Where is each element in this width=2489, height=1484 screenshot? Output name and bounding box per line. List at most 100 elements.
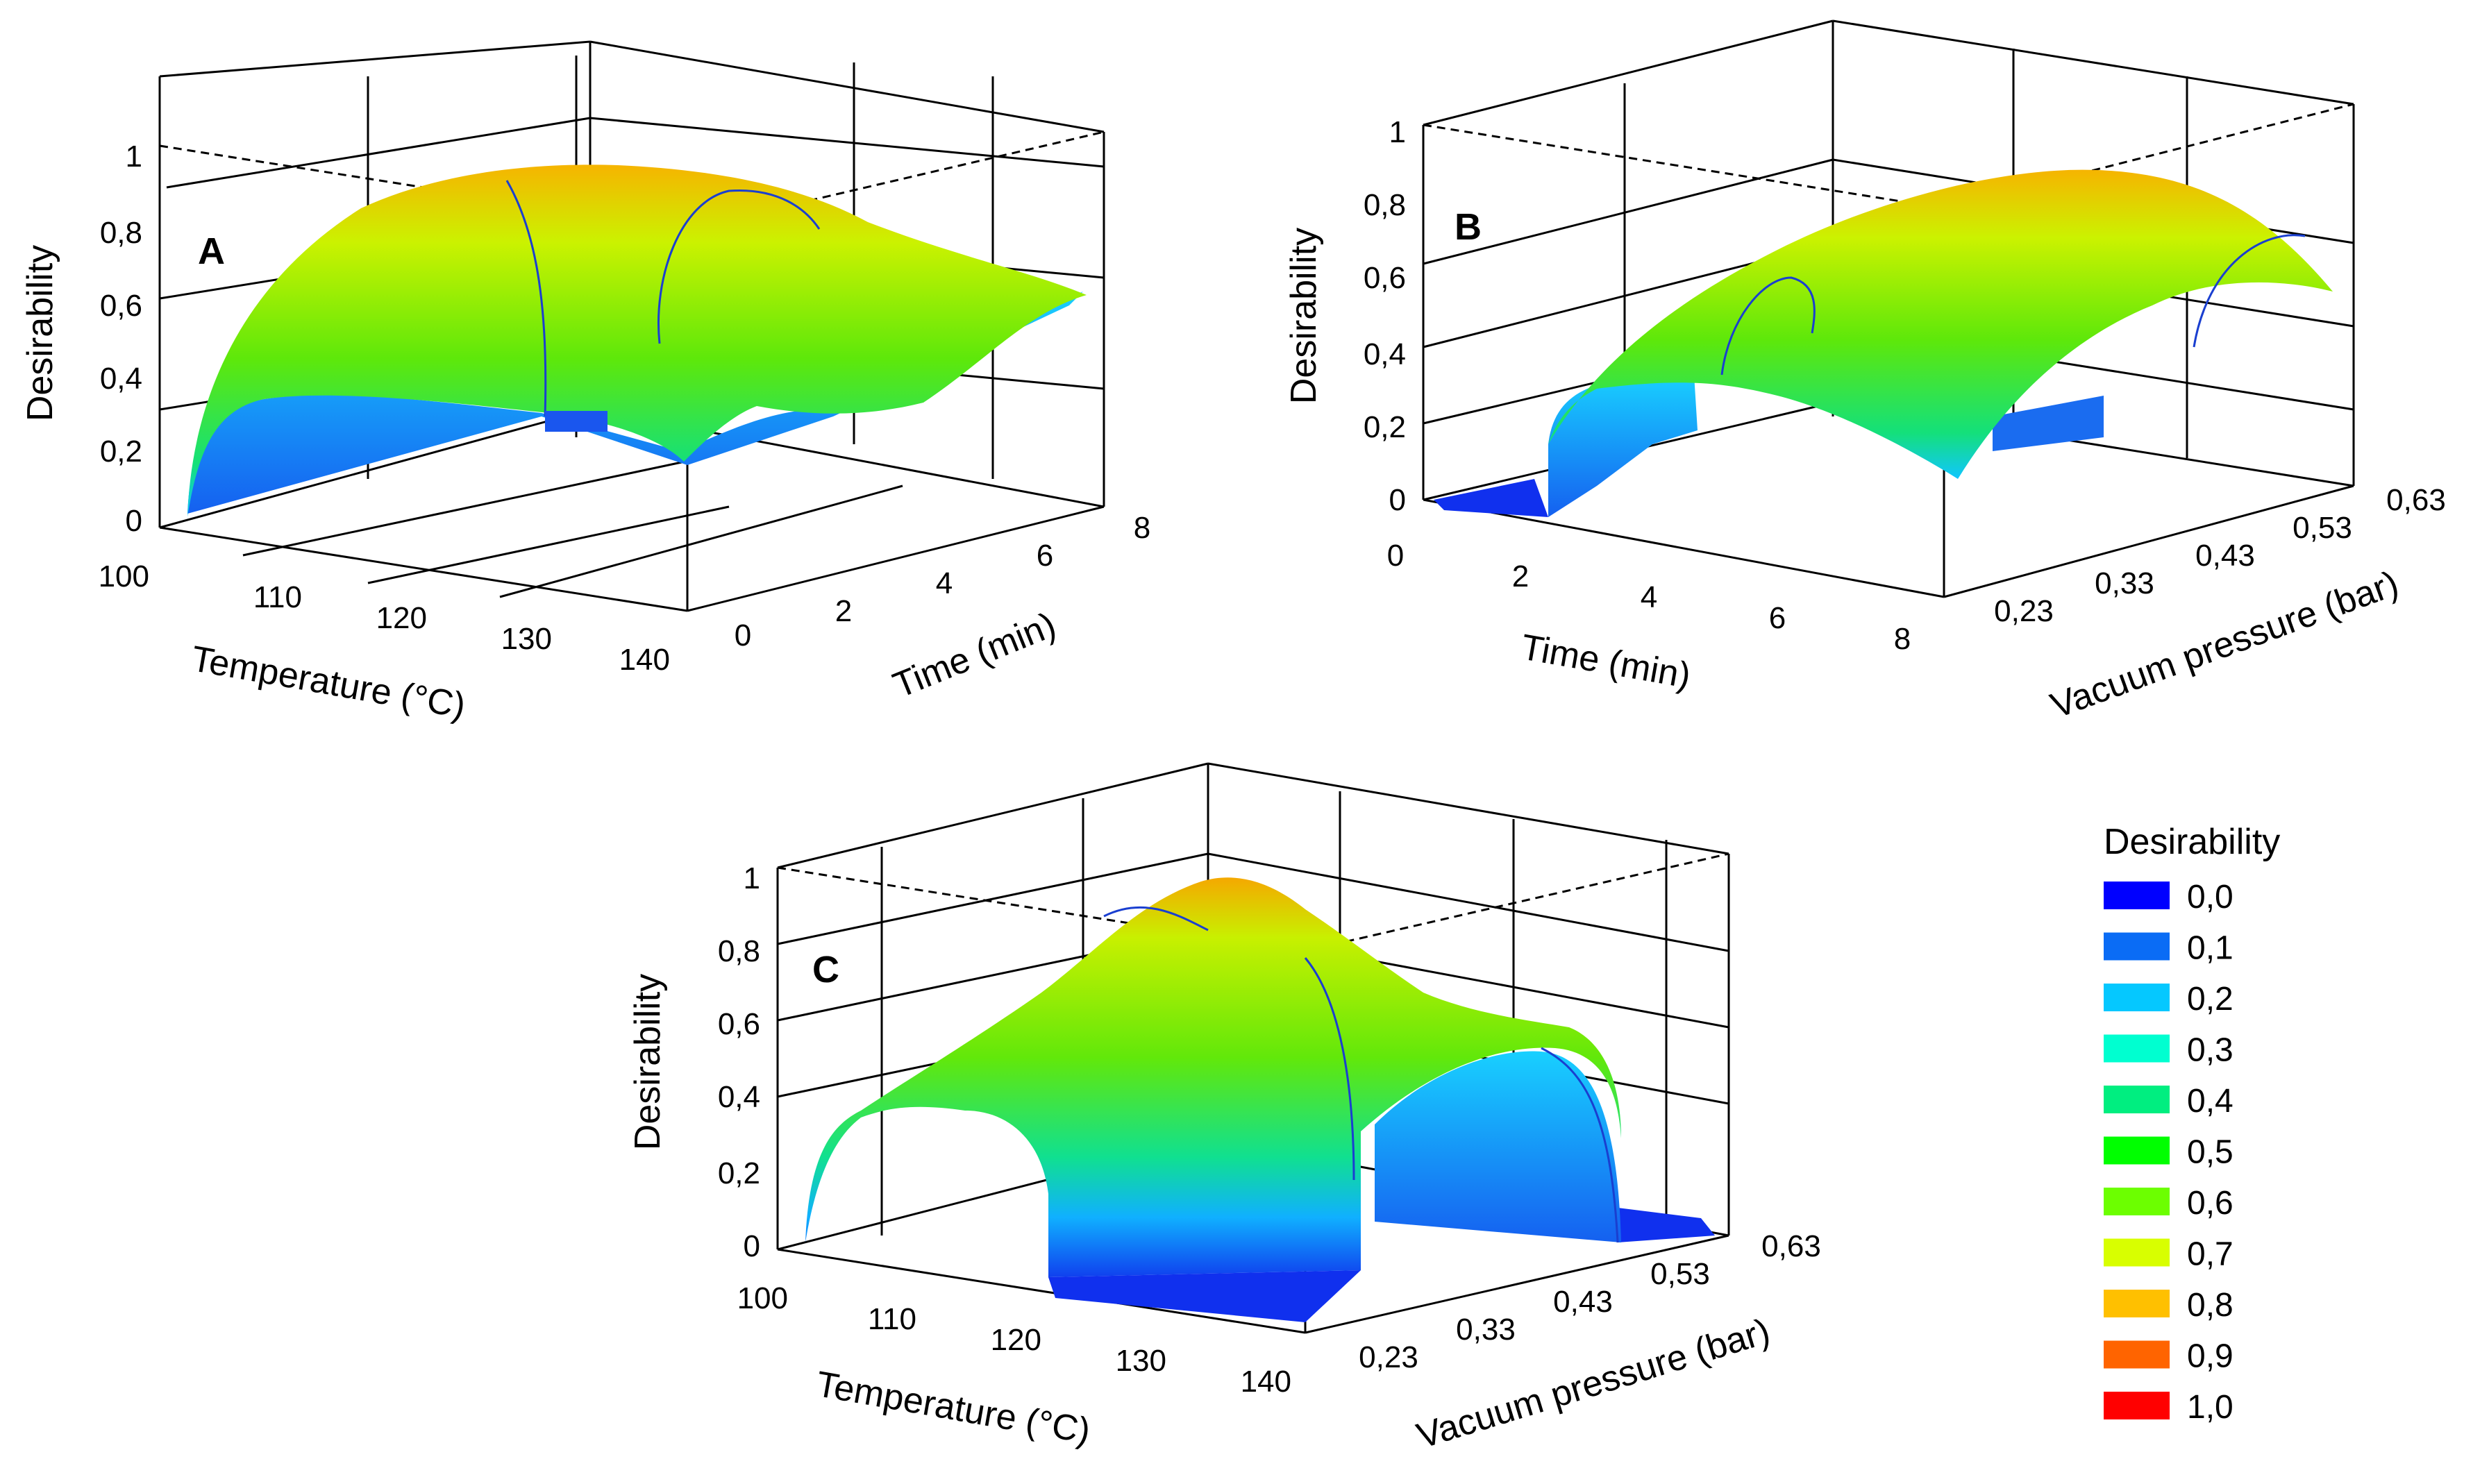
panel-a-y-tick: 2 — [835, 594, 852, 628]
panel-c-x-tick: 130 — [1116, 1344, 1166, 1378]
panel-c-z-tick: 0 — [744, 1229, 760, 1263]
panel-c-z-tick: 1 — [744, 861, 760, 895]
legend-title: Desirability — [2104, 822, 2280, 862]
panel-c-letter: C — [812, 949, 839, 990]
panel-b-z-tick: 0 — [1389, 483, 1406, 517]
panel-b-z-tick: 0,8 — [1364, 188, 1406, 222]
panel-a-floor-patch — [545, 411, 607, 432]
legend-swatch — [2104, 882, 2170, 909]
panel-c-y-tick: 0,63 — [1761, 1229, 1821, 1263]
panel-a-z-ticks: 0 0,2 0,4 0,6 0,8 1 — [100, 140, 142, 538]
panel-a-x-label: Temperature (°C) — [188, 639, 468, 726]
panel-a-x-ticks: 100 110 120 130 140 — [99, 559, 670, 677]
panel-c-x-label: Temperature (°C) — [813, 1364, 1093, 1451]
panel-a-y-tick: 6 — [1037, 539, 1053, 573]
panel-b: B 0 0,2 0,4 0,6 0,8 1 Desirability 0 2 4… — [1284, 19, 2446, 727]
panel-b-y-ticks: 0,23 0,33 0,43 0,53 0,63 — [1994, 483, 2446, 628]
panel-b-x-tick: 4 — [1641, 580, 1657, 614]
panel-a-y-ticks: 0 2 4 6 8 — [735, 511, 1150, 652]
panel-a-contour — [505, 180, 821, 417]
panel-b-right-curtain — [1993, 396, 2104, 451]
panel-c-x-tick: 140 — [1241, 1365, 1291, 1399]
legend-label: 0,3 — [2187, 1032, 2234, 1069]
panel-b-z-ticks: 0 0,2 0,4 0,6 0,8 1 — [1364, 115, 1406, 517]
panel-a-x-tick: 140 — [619, 643, 670, 677]
legend-label: 0,2 — [2187, 981, 2234, 1018]
panel-c-x-ticks: 100 110 120 130 140 — [737, 1281, 1291, 1399]
panel-c-z-ticks: 0 0,2 0,4 0,6 0,8 1 — [718, 861, 760, 1263]
panel-a: A 0 0,2 0,4 0,6 0,8 1 Desirability 100 1… — [20, 40, 1150, 726]
panel-c-z-tick: 0,6 — [718, 1007, 760, 1041]
panel-b-x-label: Time (min) — [1518, 627, 1694, 696]
panel-c-y-tick: 0,23 — [1359, 1340, 1418, 1374]
legend-swatch — [2104, 1392, 2170, 1419]
panel-b-z-tick: 0,6 — [1364, 261, 1406, 295]
legend-swatch — [2104, 932, 2170, 961]
panel-a-y-label: Time (min) — [887, 605, 1061, 706]
panel-a-z-tick: 0,4 — [100, 362, 142, 396]
legend-swatch — [2104, 1188, 2170, 1215]
panel-c-z-tick: 0,4 — [718, 1080, 760, 1114]
panel-c-floor-right — [1618, 1208, 1715, 1242]
legend-label: 0,1 — [2187, 930, 2234, 967]
panel-b-z-label: Desirability — [1284, 228, 1324, 404]
legend-swatch — [2104, 984, 2170, 1011]
panel-a-x-tick: 100 — [99, 559, 149, 593]
panel-a-x-tick: 130 — [501, 622, 552, 656]
panel-b-y-tick: 0,63 — [2386, 483, 2446, 517]
panel-c-y-tick: 0,53 — [1650, 1257, 1710, 1291]
panel-c: C 0 0,2 0,4 0,6 0,8 1 Desirability 100 1… — [628, 762, 1821, 1457]
panel-b-x-tick: 2 — [1512, 559, 1529, 593]
panel-a-z-tick: 0,2 — [100, 435, 142, 469]
legend-label: 0,8 — [2187, 1287, 2234, 1324]
panel-b-floor-patch — [1434, 479, 1548, 517]
panel-a-y-tick: 4 — [936, 566, 953, 600]
panel-a-y-tick: 0 — [735, 618, 751, 652]
panel-c-contour — [1103, 906, 1619, 1243]
panel-b-contour — [1720, 234, 2306, 376]
panel-a-y-tick: 8 — [1134, 511, 1150, 545]
panel-a-x-tick: 110 — [253, 580, 302, 614]
color-legend: Desirability 0,0 0,1 0,2 0,3 0,4 0,5 0,6 0,7 0,8… — [2104, 822, 2280, 1426]
panel-a-letter: A — [198, 230, 225, 272]
panel-c-y-ticks: 0,23 0,33 0,43 0,53 0,63 — [1359, 1229, 1821, 1374]
panel-b-surface — [1548, 169, 2333, 479]
legend-entries: 0,0 0,1 0,2 0,3 0,4 0,5 0,6 0,7 0,8 0,9 1,0 — [2104, 879, 2234, 1426]
legend-label: 0,5 — [2187, 1134, 2234, 1171]
panel-a-z-label: Desirability — [20, 245, 60, 421]
legend-label: 0,4 — [2187, 1083, 2234, 1120]
panel-b-x-tick: 8 — [1894, 622, 1911, 656]
legend-label: 0,9 — [2187, 1338, 2234, 1375]
panel-b-z-tick: 0,4 — [1364, 337, 1406, 371]
panel-b-step — [1548, 375, 1698, 517]
legend-label: 1,0 — [2187, 1389, 2234, 1426]
panel-b-y-tick: 0,33 — [2095, 566, 2154, 600]
panel-b-z-tick: 0,2 — [1364, 410, 1406, 444]
panel-b-x-tick: 6 — [1769, 601, 1786, 635]
panel-c-y-tick: 0,43 — [1553, 1285, 1613, 1319]
panel-a-x-tick: 120 — [376, 601, 427, 635]
legend-swatch — [2104, 1086, 2170, 1113]
panel-b-y-tick: 0,43 — [2195, 539, 2255, 573]
panel-a-z-tick: 0 — [126, 504, 142, 538]
panel-c-x-tick: 120 — [991, 1323, 1041, 1357]
panel-c-z-tick: 0,8 — [718, 934, 760, 968]
panel-b-z-tick: 1 — [1389, 115, 1406, 149]
panel-a-surface — [187, 165, 1087, 518]
panel-c-surface — [805, 877, 1621, 1277]
legend-swatch — [2104, 1034, 2170, 1063]
legend-swatch — [2104, 1136, 2170, 1165]
panel-b-x-tick: 0 — [1387, 539, 1404, 573]
legend-label: 0,7 — [2187, 1236, 2234, 1273]
legend-label: 0,0 — [2187, 879, 2234, 916]
panel-c-floor-front — [1048, 1270, 1361, 1322]
panel-c-z-label: Desirability — [628, 974, 668, 1150]
legend-label: 0,6 — [2187, 1185, 2234, 1222]
panel-a-z-tick: 1 — [126, 140, 142, 174]
legend-swatch — [2104, 1340, 2170, 1369]
panel-a-z-tick: 0,6 — [100, 289, 142, 323]
panel-c-x-tick: 110 — [868, 1302, 916, 1336]
panel-b-box — [1422, 19, 2355, 598]
panel-c-y-tick: 0,33 — [1456, 1313, 1516, 1347]
panel-b-letter: B — [1455, 206, 1482, 248]
